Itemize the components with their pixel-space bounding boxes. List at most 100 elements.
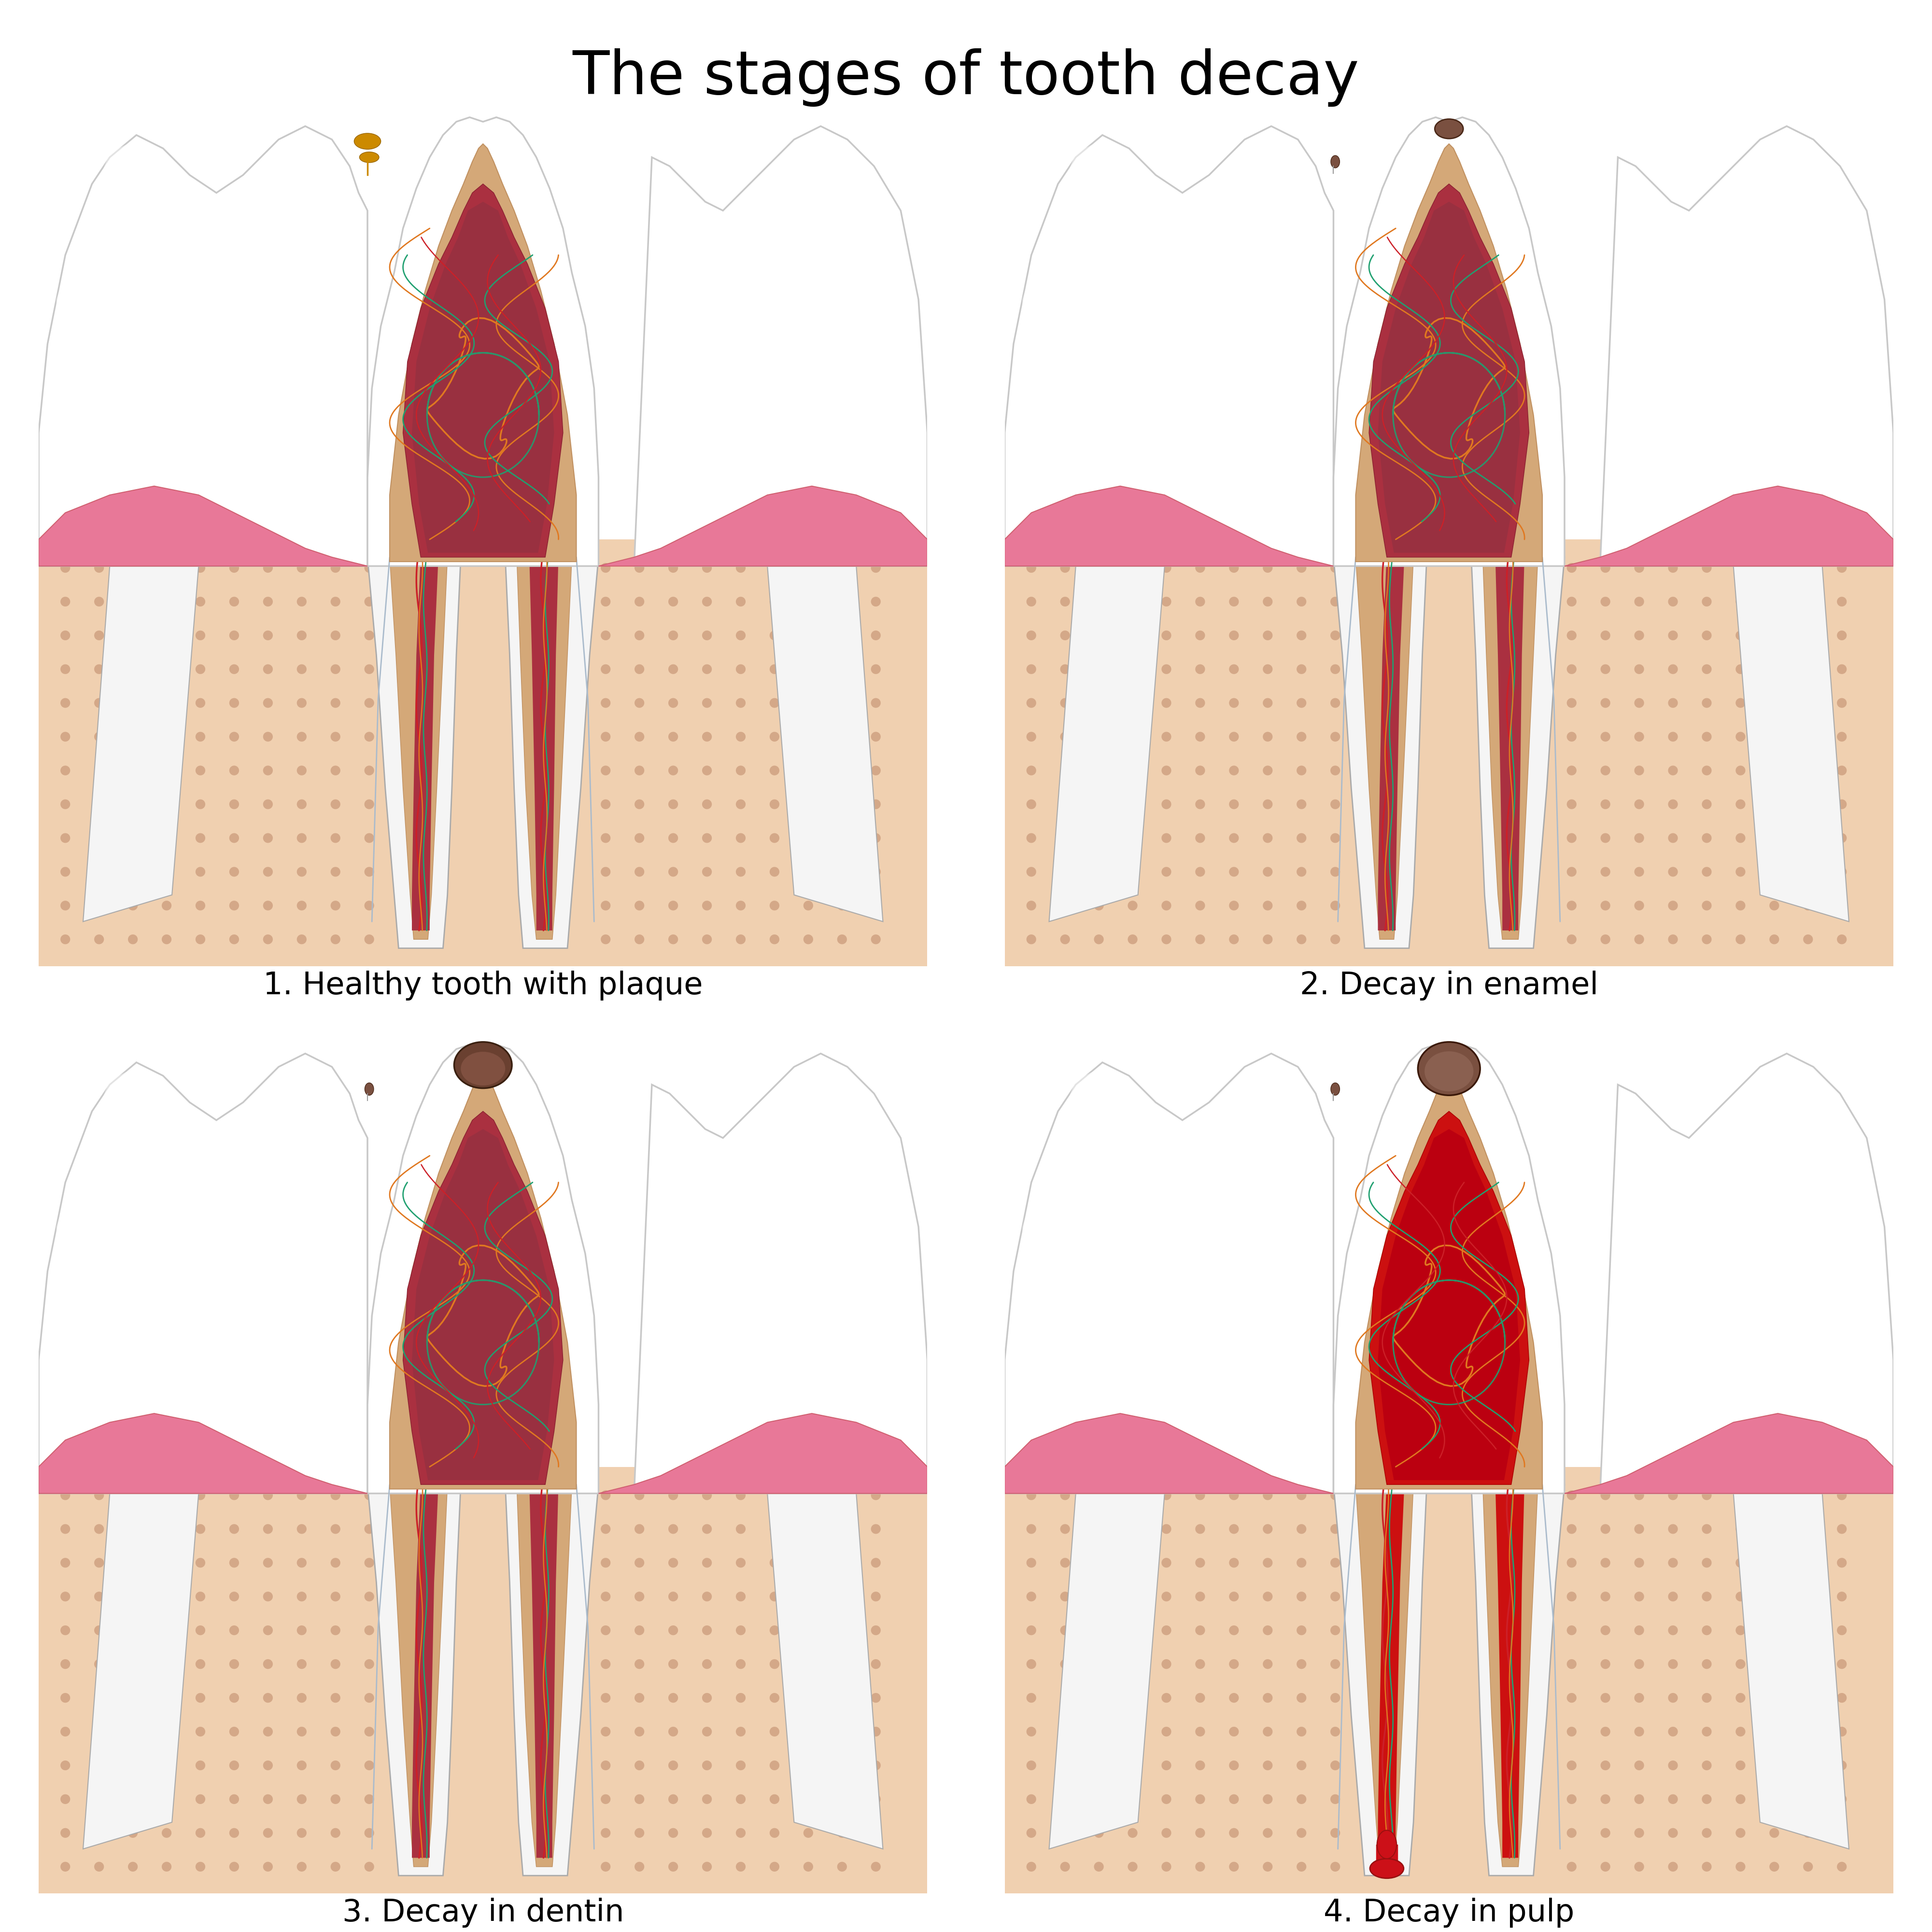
Circle shape — [263, 1490, 272, 1499]
Circle shape — [60, 597, 70, 607]
Circle shape — [128, 800, 137, 810]
Circle shape — [1837, 732, 1847, 742]
Circle shape — [1634, 867, 1644, 877]
Circle shape — [1837, 833, 1847, 842]
Ellipse shape — [1424, 1051, 1474, 1092]
Circle shape — [95, 562, 104, 572]
Circle shape — [1667, 1727, 1677, 1737]
Circle shape — [1094, 1727, 1103, 1737]
Circle shape — [195, 630, 205, 639]
Circle shape — [95, 630, 104, 639]
Circle shape — [871, 597, 881, 607]
Circle shape — [1026, 935, 1036, 945]
Circle shape — [1196, 1592, 1206, 1602]
Circle shape — [1567, 1592, 1577, 1602]
Circle shape — [60, 900, 70, 910]
Circle shape — [60, 867, 70, 877]
Circle shape — [601, 1557, 611, 1567]
Circle shape — [1296, 1692, 1306, 1702]
Polygon shape — [1005, 1466, 1893, 1893]
Polygon shape — [1482, 556, 1538, 939]
Circle shape — [128, 1692, 137, 1702]
Polygon shape — [412, 1480, 439, 1859]
Circle shape — [701, 1490, 711, 1499]
Circle shape — [837, 867, 846, 877]
Circle shape — [1161, 1795, 1171, 1804]
Circle shape — [95, 765, 104, 775]
Circle shape — [634, 1828, 643, 1837]
Polygon shape — [404, 1111, 562, 1484]
Circle shape — [1803, 800, 1812, 810]
Circle shape — [330, 1795, 340, 1804]
Circle shape — [1735, 765, 1745, 775]
Circle shape — [837, 1557, 846, 1567]
Circle shape — [1264, 1490, 1273, 1499]
Circle shape — [1264, 900, 1273, 910]
Circle shape — [330, 630, 340, 639]
Circle shape — [1837, 800, 1847, 810]
Circle shape — [668, 697, 678, 707]
Circle shape — [263, 1524, 272, 1534]
Circle shape — [1567, 1490, 1577, 1499]
Circle shape — [1837, 1557, 1847, 1567]
Circle shape — [1229, 833, 1238, 842]
Circle shape — [1702, 1795, 1712, 1804]
Circle shape — [871, 1795, 881, 1804]
Circle shape — [1161, 665, 1171, 674]
Circle shape — [701, 1592, 711, 1602]
Circle shape — [195, 1490, 205, 1499]
Circle shape — [1196, 597, 1206, 607]
Polygon shape — [390, 1070, 576, 1490]
Circle shape — [1667, 900, 1677, 910]
Circle shape — [128, 765, 137, 775]
Circle shape — [1061, 562, 1070, 572]
Circle shape — [601, 1862, 611, 1872]
Circle shape — [1702, 800, 1712, 810]
Circle shape — [60, 800, 70, 810]
Circle shape — [837, 1592, 846, 1602]
Circle shape — [1094, 1692, 1103, 1702]
Circle shape — [162, 562, 172, 572]
Circle shape — [769, 765, 779, 775]
Circle shape — [1667, 732, 1677, 742]
Circle shape — [701, 800, 711, 810]
Circle shape — [1161, 1760, 1171, 1770]
Circle shape — [1264, 1828, 1273, 1837]
Circle shape — [1128, 1625, 1138, 1634]
Circle shape — [1837, 1490, 1847, 1499]
Circle shape — [263, 562, 272, 572]
Circle shape — [230, 697, 240, 707]
Circle shape — [1702, 935, 1712, 945]
Circle shape — [701, 697, 711, 707]
Circle shape — [1094, 1660, 1103, 1669]
Circle shape — [1196, 765, 1206, 775]
Circle shape — [634, 1660, 643, 1669]
Polygon shape — [390, 556, 448, 939]
Circle shape — [1061, 800, 1070, 810]
Circle shape — [837, 800, 846, 810]
Polygon shape — [529, 1480, 558, 1859]
Circle shape — [365, 1625, 375, 1634]
Circle shape — [634, 630, 643, 639]
Circle shape — [162, 1692, 172, 1702]
Circle shape — [1094, 1592, 1103, 1602]
Circle shape — [1128, 935, 1138, 945]
Circle shape — [1770, 1625, 1779, 1634]
Circle shape — [95, 1760, 104, 1770]
Circle shape — [1567, 1557, 1577, 1567]
Circle shape — [1026, 1592, 1036, 1602]
Circle shape — [804, 1795, 813, 1804]
Circle shape — [298, 630, 307, 639]
Circle shape — [1094, 1862, 1103, 1872]
Circle shape — [1803, 833, 1812, 842]
Circle shape — [128, 833, 137, 842]
Circle shape — [365, 1660, 375, 1669]
Circle shape — [1770, 732, 1779, 742]
Polygon shape — [367, 556, 462, 949]
Circle shape — [668, 1828, 678, 1837]
Circle shape — [601, 1795, 611, 1804]
Circle shape — [1229, 1524, 1238, 1534]
Circle shape — [60, 697, 70, 707]
Circle shape — [1229, 1557, 1238, 1567]
Circle shape — [95, 1828, 104, 1837]
